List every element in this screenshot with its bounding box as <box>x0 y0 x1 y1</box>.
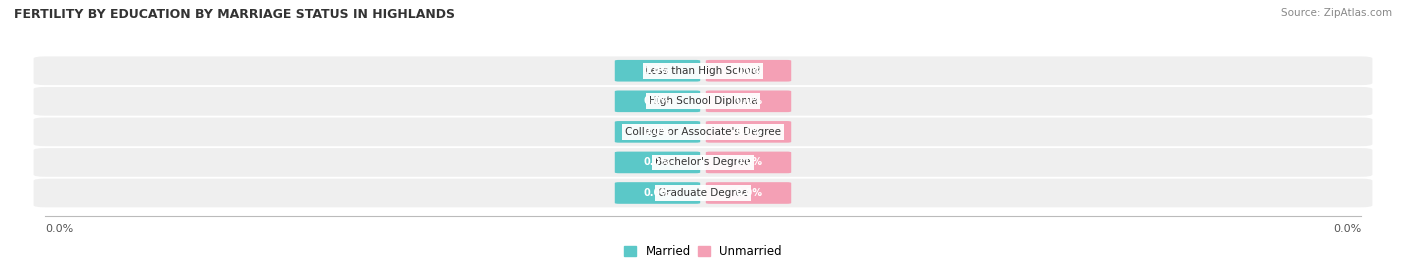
FancyBboxPatch shape <box>614 121 700 143</box>
FancyBboxPatch shape <box>706 60 792 82</box>
Text: 0.0%: 0.0% <box>45 224 73 234</box>
FancyBboxPatch shape <box>614 182 700 204</box>
Text: High School Diploma: High School Diploma <box>648 96 758 106</box>
Text: 0.0%: 0.0% <box>644 127 671 137</box>
Text: 0.0%: 0.0% <box>735 66 762 76</box>
Text: 0.0%: 0.0% <box>644 96 671 106</box>
Text: 0.0%: 0.0% <box>1333 224 1361 234</box>
Text: Bachelor's Degree: Bachelor's Degree <box>655 157 751 167</box>
FancyBboxPatch shape <box>34 56 1372 85</box>
FancyBboxPatch shape <box>34 179 1372 207</box>
Text: 0.0%: 0.0% <box>735 188 762 198</box>
FancyBboxPatch shape <box>34 118 1372 146</box>
FancyBboxPatch shape <box>614 152 700 173</box>
FancyBboxPatch shape <box>706 152 792 173</box>
Text: Graduate Degree: Graduate Degree <box>658 188 748 198</box>
Text: College or Associate's Degree: College or Associate's Degree <box>626 127 780 137</box>
Text: 0.0%: 0.0% <box>735 127 762 137</box>
FancyBboxPatch shape <box>614 60 700 82</box>
Text: 0.0%: 0.0% <box>735 96 762 106</box>
Text: Less than High School: Less than High School <box>645 66 761 76</box>
Legend: Married, Unmarried: Married, Unmarried <box>624 245 782 258</box>
FancyBboxPatch shape <box>614 90 700 112</box>
FancyBboxPatch shape <box>706 90 792 112</box>
FancyBboxPatch shape <box>34 148 1372 177</box>
Text: 0.0%: 0.0% <box>644 157 671 167</box>
Text: 0.0%: 0.0% <box>644 66 671 76</box>
FancyBboxPatch shape <box>706 121 792 143</box>
Text: 0.0%: 0.0% <box>644 188 671 198</box>
FancyBboxPatch shape <box>706 182 792 204</box>
FancyBboxPatch shape <box>34 87 1372 116</box>
Text: 0.0%: 0.0% <box>735 157 762 167</box>
Text: Source: ZipAtlas.com: Source: ZipAtlas.com <box>1281 8 1392 18</box>
Text: FERTILITY BY EDUCATION BY MARRIAGE STATUS IN HIGHLANDS: FERTILITY BY EDUCATION BY MARRIAGE STATU… <box>14 8 456 21</box>
